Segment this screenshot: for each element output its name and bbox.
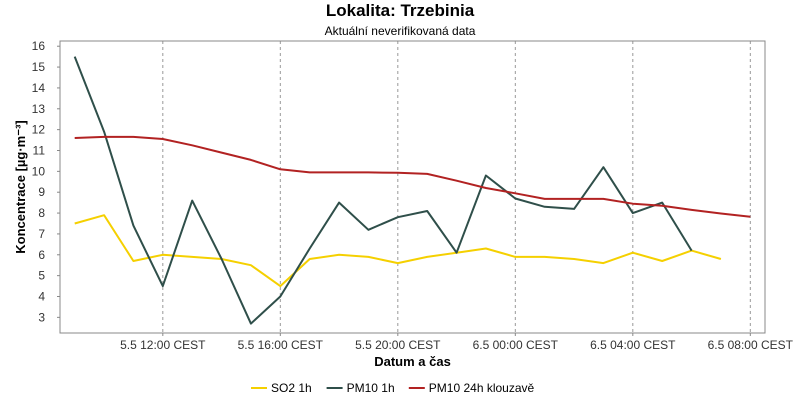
y-tick-label: 16 [32,39,46,53]
x-tick-label: 6.5 04:00 CEST [590,338,676,352]
y-tick-label: 4 [38,290,45,304]
x-tick-label: 5.5 20:00 CEST [355,338,441,352]
y-tick-label: 10 [32,164,46,178]
y-axis-label: Koncentrace [µg·m⁻³] [13,120,28,254]
y-tick-label: 12 [32,123,46,137]
legend: SO2 1h PM10 1h PM10 24h klouzavě [251,381,535,395]
legend-label: PM10 1h [347,381,395,395]
series-line-2 [74,135,751,218]
y-tick-label: 8 [38,206,45,220]
y-tick-label: 15 [32,60,46,74]
grid [162,41,751,333]
chart-title: Lokalita: Trzebinia [325,1,475,20]
series-line-0 [74,214,722,288]
y-tick-label: 3 [38,310,45,324]
y-tick-label: 13 [32,102,46,116]
y-tick-label: 7 [38,227,45,241]
plot-area [59,40,766,334]
series-line-1 [73,56,693,325]
y-tick-label: 5 [38,269,45,283]
x-tick-label: 5.5 16:00 CEST [238,338,324,352]
y-axis: 3 4 5 6 7 8 9 10 11 12 13 14 15 16 [32,39,60,324]
y-tick-label: 9 [38,185,45,199]
y-tick-label: 11 [33,144,46,158]
x-axis-label: Datum a čas [374,354,451,369]
x-tick-label: 6.5 00:00 CEST [473,338,559,352]
y-tick-label: 6 [38,248,45,262]
x-tick-label: 5.5 12:00 CEST [120,338,206,352]
y-tick-label: 14 [32,81,46,95]
legend-label: SO2 1h [271,381,312,395]
x-tick-label: 6.5 08:00 CEST [708,338,794,352]
series [73,56,751,325]
legend-label: PM10 24h klouzavě [429,381,535,395]
chart-subtitle: Aktuální neverifikovaná data [324,24,476,38]
x-axis: 5.5 12:00 CEST 5.5 16:00 CEST 5.5 20:00 CE… [120,333,794,352]
